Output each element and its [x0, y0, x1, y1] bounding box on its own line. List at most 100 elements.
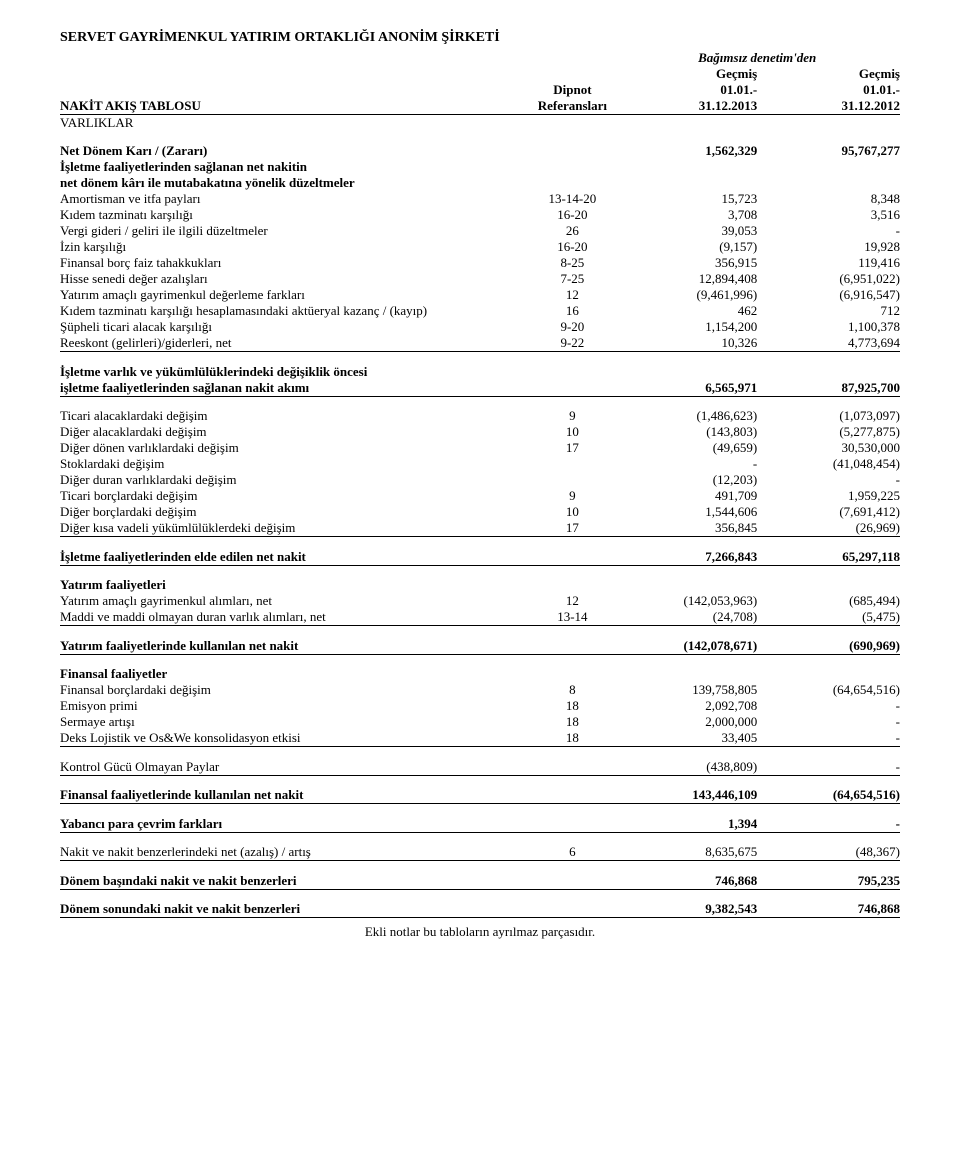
row-ref: 8-25 [530, 255, 614, 271]
referanslari-label: Referansları [530, 98, 614, 115]
row-label: Finansal borç faiz tahakkukları [60, 255, 530, 271]
section4-v2: (64,654,516) [757, 787, 900, 804]
table-row: Amortisman ve itfa payları13-14-2015,723… [60, 191, 900, 207]
row-label: Net Dönem Karı / (Zararı) [60, 143, 530, 159]
donem-basi-v2: 795,235 [757, 873, 900, 890]
row-label: Finansal borçlardaki değişim [60, 682, 530, 698]
row-v1: 2,092,708 [614, 698, 757, 714]
date1-top: 01.01.- [614, 82, 757, 98]
section1-v2: 87,925,700 [757, 380, 900, 397]
row-label: Diğer kısa vadeli yükümlülüklerdeki deği… [60, 520, 530, 537]
gecmis-2: Geçmiş [757, 66, 900, 82]
row-v2: - [757, 714, 900, 730]
row-v1: 1,562,329 [614, 143, 757, 159]
row-v2 [757, 159, 900, 175]
row-v2: 119,416 [757, 255, 900, 271]
row-ref [530, 456, 614, 472]
donem-sonu-v1: 9,382,543 [614, 901, 757, 918]
row-v2: (41,048,454) [757, 456, 900, 472]
table-row: Maddi ve maddi olmayan duran varlık alım… [60, 609, 900, 626]
row-label: Maddi ve maddi olmayan duran varlık alım… [60, 609, 530, 626]
row-label: Yatırım amaçlı gayrimenkul alımları, net [60, 593, 530, 609]
row-v1: (24,708) [614, 609, 757, 626]
table-row: Diğer kısa vadeli yükümlülüklerdeki deği… [60, 520, 900, 537]
section2-v2: 65,297,118 [757, 549, 900, 566]
row-v1: (143,803) [614, 424, 757, 440]
row-v1: 33,405 [614, 730, 757, 747]
table-row: Sermaye artışı182,000,000- [60, 714, 900, 730]
row-ref: 16-20 [530, 207, 614, 223]
row-v1: (142,053,963) [614, 593, 757, 609]
table-row: Diğer duran varlıklardaki değişim(12,203… [60, 472, 900, 488]
row-ref: 16 [530, 303, 614, 319]
row-ref: 18 [530, 730, 614, 747]
section2-label: İşletme faaliyetlerinden elde edilen net… [60, 549, 530, 566]
row-v2: (64,654,516) [757, 682, 900, 698]
row-v1 [614, 159, 757, 175]
row-v2: (5,277,875) [757, 424, 900, 440]
table-row: Yatırım amaçlı gayrimenkul alımları, net… [60, 593, 900, 609]
kontrol-v1: (438,809) [614, 759, 757, 776]
row-v1: 12,894,408 [614, 271, 757, 287]
table-row: Net Dönem Karı / (Zararı) 1,562,32995,767… [60, 143, 900, 159]
row-v2: (1,073,097) [757, 408, 900, 424]
row-v1: - [614, 456, 757, 472]
row-v2: 1,100,378 [757, 319, 900, 335]
row-label: Sermaye artışı [60, 714, 530, 730]
row-label: Emisyon primi [60, 698, 530, 714]
table-row: İşletme faaliyetlerinden sağlanan net na… [60, 159, 900, 175]
row-v1 [614, 175, 757, 191]
row-ref [530, 175, 614, 191]
section3-v1: (142,078,671) [614, 638, 757, 655]
row-v1: 1,544,606 [614, 504, 757, 520]
row-v1: 491,709 [614, 488, 757, 504]
nakit-akis-label: NAKİT AKIŞ TABLOSU [60, 98, 530, 115]
row-v1: 39,053 [614, 223, 757, 239]
section3-label: Yatırım faaliyetlerinde kullanılan net n… [60, 638, 530, 655]
finansal-header: Finansal faaliyetler [60, 666, 530, 682]
varliklar-label: VARLIKLAR [60, 115, 530, 132]
table-row: Stoklardaki değişim-(41,048,454) [60, 456, 900, 472]
row-label: Kıdem tazminatı karşılığı [60, 207, 530, 223]
section1-v1: 6,565,971 [614, 380, 757, 397]
donem-sonu-label: Dönem sonundaki nakit ve nakit benzerler… [60, 901, 530, 918]
yabanci-v1: 1,394 [614, 816, 757, 833]
table-row: Deks Lojistik ve Os&We konsolidasyon etk… [60, 730, 900, 747]
table-row: İzin karşılığı16-20(9,157)19,928 [60, 239, 900, 255]
row-label: Hisse senedi değer azalışları [60, 271, 530, 287]
row-label: İzin karşılığı [60, 239, 530, 255]
table-row: Yatırım amaçlı gayrimenkul değerleme far… [60, 287, 900, 303]
row-ref: 10 [530, 424, 614, 440]
row-v2: 19,928 [757, 239, 900, 255]
row-v2: (685,494) [757, 593, 900, 609]
nakit-degisim-v1: 8,635,675 [614, 844, 757, 861]
table-row: Reeskont (gelirleri)/giderleri, net9-221… [60, 335, 900, 352]
table-row: net dönem kârı ile mutabakatına yönelik … [60, 175, 900, 191]
gecmis-1: Geçmiş [614, 66, 757, 82]
row-ref: 9-20 [530, 319, 614, 335]
row-ref: 12 [530, 593, 614, 609]
table-row: Ticari borçlardaki değişim9491,7091,959,… [60, 488, 900, 504]
company-title: SERVET GAYRİMENKUL YATIRIM ORTAKLIĞI ANO… [60, 30, 900, 46]
section3-v2: (690,969) [757, 638, 900, 655]
row-ref: 13-14 [530, 609, 614, 626]
yabanci-v2: - [757, 816, 900, 833]
table-row: Emisyon primi182,092,708- [60, 698, 900, 714]
table-row: Kıdem tazminatı karşılığı hesaplamasında… [60, 303, 900, 319]
row-v2: 712 [757, 303, 900, 319]
nakit-degisim-v2: (48,367) [757, 844, 900, 861]
row-ref: 13-14-20 [530, 191, 614, 207]
row-ref: 12 [530, 287, 614, 303]
row-v1: (12,203) [614, 472, 757, 488]
row-v2: 95,767,277 [757, 143, 900, 159]
row-ref: 17 [530, 440, 614, 456]
table-row: Kıdem tazminatı karşılığı16-203,7083,516 [60, 207, 900, 223]
yatirim-header: Yatırım faaliyetleri [60, 577, 530, 593]
donem-basi-v1: 746,868 [614, 873, 757, 890]
row-v2: - [757, 472, 900, 488]
row-v2: (6,951,022) [757, 271, 900, 287]
row-v2: (7,691,412) [757, 504, 900, 520]
row-v2: (6,916,547) [757, 287, 900, 303]
row-ref: 9-22 [530, 335, 614, 352]
row-v2 [757, 175, 900, 191]
